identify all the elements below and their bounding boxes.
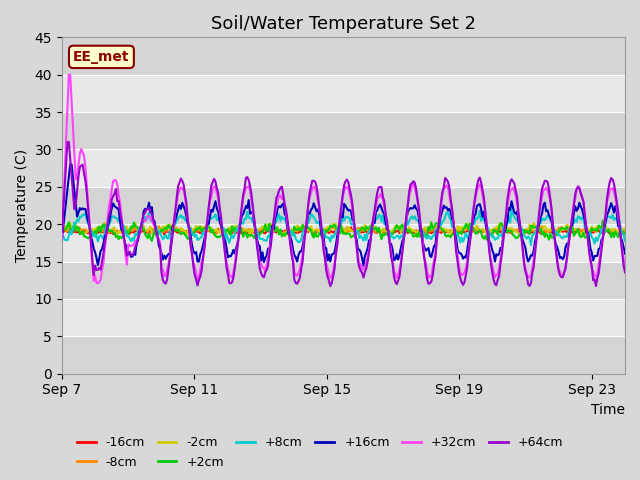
-2cm [248,226,255,232]
+64cm [63,139,71,145]
+16cm [374,207,381,213]
+32cm [473,188,481,193]
-16cm [246,230,254,236]
+32cm [621,266,629,272]
+2cm [472,231,479,237]
-8cm [399,222,406,228]
+64cm [374,189,381,195]
-16cm [372,230,380,236]
+16cm [228,251,236,257]
Bar [62,37,625,75]
+32cm [249,208,257,214]
+64cm [473,183,481,189]
Line: -8cm: -8cm [62,225,625,235]
+2cm [148,238,156,244]
-16cm [58,228,66,234]
+8cm [454,232,461,238]
+32cm [567,222,575,228]
-16cm [348,225,355,230]
+2cm [621,231,629,237]
Line: +2cm: +2cm [62,221,625,241]
+8cm [527,242,535,248]
Text: EE_met: EE_met [73,50,130,64]
-2cm [456,224,464,230]
X-axis label: Time: Time [591,403,625,417]
-8cm [227,226,234,231]
Bar [62,112,625,149]
-8cm [371,228,378,234]
Line: -16cm: -16cm [62,228,625,235]
+2cm [228,223,236,229]
+32cm [94,280,102,286]
+16cm [67,162,74,168]
-16cm [567,228,575,234]
-2cm [101,220,109,226]
-8cm [567,228,575,233]
-2cm [621,226,629,231]
+8cm [58,236,66,241]
+64cm [58,229,66,235]
-8cm [473,231,481,237]
Bar [62,336,625,374]
-8cm [418,232,426,238]
Bar [62,262,625,299]
Y-axis label: Temperature (C): Temperature (C) [15,149,29,262]
-16cm [456,228,464,234]
+2cm [566,231,573,237]
+16cm [456,251,464,256]
+2cm [248,232,255,238]
-2cm [281,233,289,239]
-2cm [58,226,66,232]
+2cm [372,225,380,230]
-16cm [621,229,629,235]
Line: +16cm: +16cm [62,165,625,265]
+32cm [65,72,73,78]
+8cm [567,225,575,231]
+32cm [58,236,66,242]
Title: Soil/Water Temperature Set 2: Soil/Water Temperature Set 2 [211,15,476,33]
Line: -2cm: -2cm [62,223,625,236]
+8cm [508,207,515,213]
+64cm [228,279,236,285]
-2cm [228,226,236,232]
Bar [62,187,625,224]
Legend: -16cm, -8cm, -2cm, +2cm, +8cm, +16cm, +32cm, +64cm: -16cm, -8cm, -2cm, +2cm, +8cm, +16cm, +3… [72,432,568,474]
+8cm [470,221,478,227]
+2cm [58,229,66,235]
+8cm [246,215,254,221]
+16cm [567,223,575,228]
+32cm [230,269,237,275]
+8cm [371,218,378,224]
+16cm [621,251,629,256]
+32cm [456,270,464,276]
+8cm [227,235,234,241]
-8cm [246,232,254,238]
+64cm [326,283,334,289]
Line: +64cm: +64cm [62,142,625,286]
+32cm [374,195,381,201]
+64cm [567,223,575,228]
+8cm [621,238,629,244]
+16cm [248,209,255,215]
+2cm [455,229,463,235]
-8cm [58,227,66,233]
-2cm [374,227,381,233]
+16cm [473,203,481,209]
+2cm [599,218,607,224]
-16cm [227,227,234,233]
Line: +8cm: +8cm [62,210,625,245]
+16cm [360,263,367,268]
-16cm [473,230,481,236]
-8cm [456,227,464,232]
+64cm [248,192,255,197]
+16cm [58,236,66,242]
-16cm [420,232,428,238]
+64cm [621,269,629,275]
Line: +32cm: +32cm [62,75,625,283]
-2cm [567,227,575,232]
-8cm [621,229,629,235]
-2cm [473,223,481,228]
+64cm [456,276,464,281]
